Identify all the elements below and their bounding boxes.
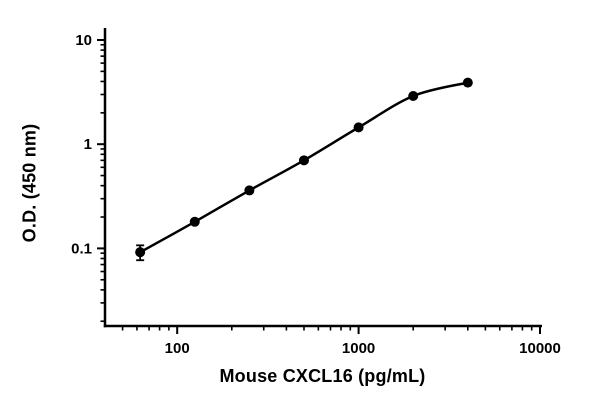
data-point — [298, 155, 309, 166]
x-tick-label: 10000 — [519, 340, 561, 357]
y-tick-label: 0.1 — [71, 240, 92, 257]
y-tick-label: 10 — [75, 32, 92, 49]
x-tick-label: 100 — [165, 340, 190, 357]
x-tick-label: 1000 — [342, 340, 375, 357]
data-point — [135, 247, 146, 258]
x-axis-title: Mouse CXCL16 (pg/mL) — [219, 366, 426, 386]
data-point — [408, 91, 419, 102]
y-axis-title: O.D. (450 nm) — [19, 123, 40, 243]
fit-curve — [138, 81, 470, 254]
data-point — [244, 185, 255, 196]
data-point — [462, 77, 473, 88]
data-point — [189, 216, 200, 227]
y-tick-label: 1 — [84, 136, 92, 153]
data-point — [353, 122, 364, 133]
